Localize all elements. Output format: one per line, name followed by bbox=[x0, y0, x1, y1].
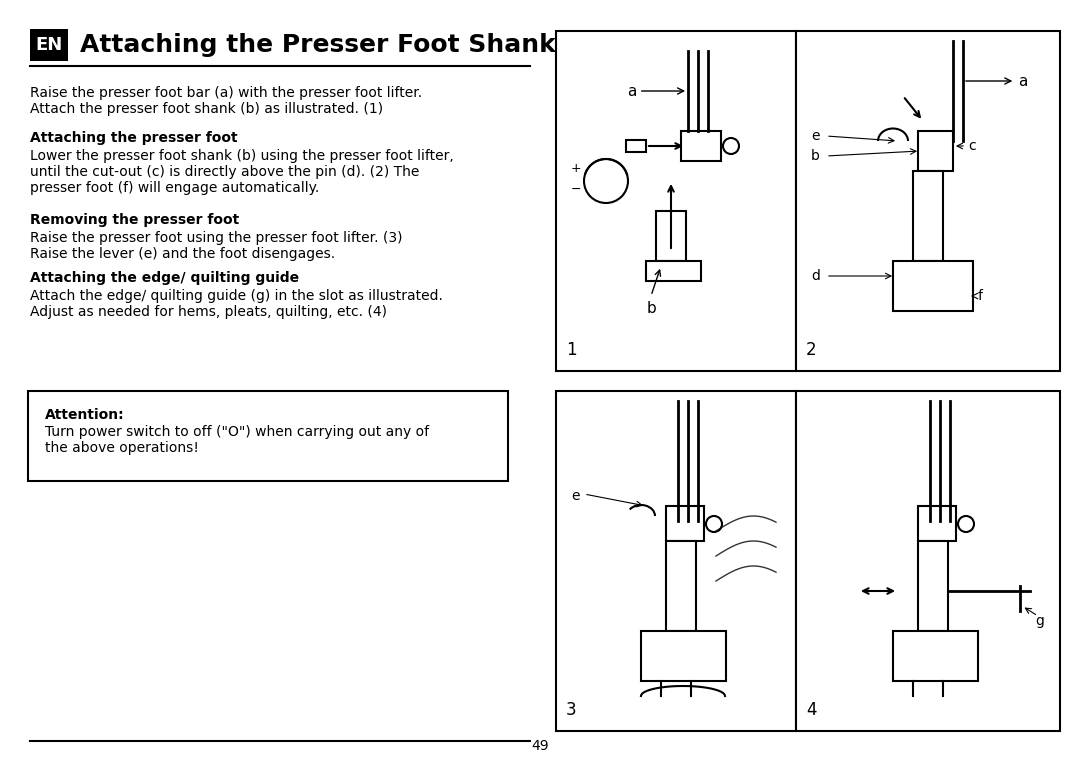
Text: b: b bbox=[646, 301, 656, 316]
Bar bbox=[796, 31, 1059, 371]
Text: +: + bbox=[570, 163, 581, 176]
Bar bbox=[918, 541, 948, 631]
Text: g: g bbox=[1035, 614, 1044, 628]
Text: 4: 4 bbox=[806, 701, 816, 719]
Text: 3: 3 bbox=[566, 701, 577, 719]
Text: 2: 2 bbox=[806, 341, 816, 359]
Text: Raise the presser foot bar (a) with the presser foot lifter.: Raise the presser foot bar (a) with the … bbox=[30, 86, 422, 100]
Text: EN: EN bbox=[36, 36, 63, 54]
Text: c: c bbox=[968, 139, 975, 153]
Text: Turn power switch to off ("O") when carrying out any of: Turn power switch to off ("O") when carr… bbox=[45, 425, 429, 439]
Circle shape bbox=[723, 138, 739, 154]
Bar bbox=[626, 140, 646, 152]
Text: Adjust as needed for hems, pleats, quilting, etc. (4): Adjust as needed for hems, pleats, quilt… bbox=[30, 305, 387, 319]
Text: Lower the presser foot shank (b) using the presser foot lifter,: Lower the presser foot shank (b) using t… bbox=[30, 149, 454, 163]
Text: a: a bbox=[966, 74, 1027, 88]
Text: a: a bbox=[626, 84, 684, 98]
Bar bbox=[656, 211, 686, 261]
Bar bbox=[796, 391, 1059, 731]
Text: e: e bbox=[571, 489, 580, 503]
Bar bbox=[893, 261, 973, 311]
Text: Attention:: Attention: bbox=[45, 408, 124, 422]
Text: f: f bbox=[978, 289, 983, 303]
Text: 49: 49 bbox=[531, 739, 549, 753]
Bar bbox=[646, 261, 701, 281]
Bar bbox=[893, 631, 978, 681]
Bar bbox=[918, 506, 956, 541]
Bar bbox=[556, 391, 796, 731]
Text: 1: 1 bbox=[566, 341, 577, 359]
Bar bbox=[30, 29, 68, 61]
Circle shape bbox=[706, 516, 723, 532]
Text: Attaching the edge/ quilting guide: Attaching the edge/ quilting guide bbox=[30, 271, 299, 285]
Bar bbox=[556, 31, 796, 371]
Text: −: − bbox=[570, 183, 581, 196]
Bar bbox=[666, 506, 704, 541]
Text: Attaching the Presser Foot Shank: Attaching the Presser Foot Shank bbox=[80, 33, 556, 57]
Text: presser foot (f) will engage automatically.: presser foot (f) will engage automatical… bbox=[30, 181, 320, 195]
Text: the above operations!: the above operations! bbox=[45, 441, 199, 455]
Bar bbox=[642, 631, 726, 681]
Bar bbox=[666, 541, 696, 631]
Circle shape bbox=[958, 516, 974, 532]
Text: Attach the presser foot shank (b) as illustrated. (1): Attach the presser foot shank (b) as ill… bbox=[30, 102, 383, 116]
Text: b: b bbox=[811, 149, 820, 163]
Text: Attaching the presser foot: Attaching the presser foot bbox=[30, 131, 238, 145]
Circle shape bbox=[584, 159, 627, 203]
Text: Removing the presser foot: Removing the presser foot bbox=[30, 213, 240, 227]
Bar bbox=[918, 131, 953, 171]
Bar bbox=[681, 131, 721, 161]
Text: Attach the edge/ quilting guide (g) in the slot as illustrated.: Attach the edge/ quilting guide (g) in t… bbox=[30, 289, 443, 303]
Text: Raise the presser foot using the presser foot lifter. (3): Raise the presser foot using the presser… bbox=[30, 231, 403, 245]
Text: e: e bbox=[811, 129, 820, 143]
Text: d: d bbox=[811, 269, 820, 283]
Text: until the cut-out (c) is directly above the pin (d). (2) The: until the cut-out (c) is directly above … bbox=[30, 165, 419, 179]
Bar bbox=[28, 391, 508, 481]
Bar bbox=[913, 171, 943, 261]
Text: Raise the lever (e) and the foot disengages.: Raise the lever (e) and the foot disenga… bbox=[30, 247, 335, 261]
